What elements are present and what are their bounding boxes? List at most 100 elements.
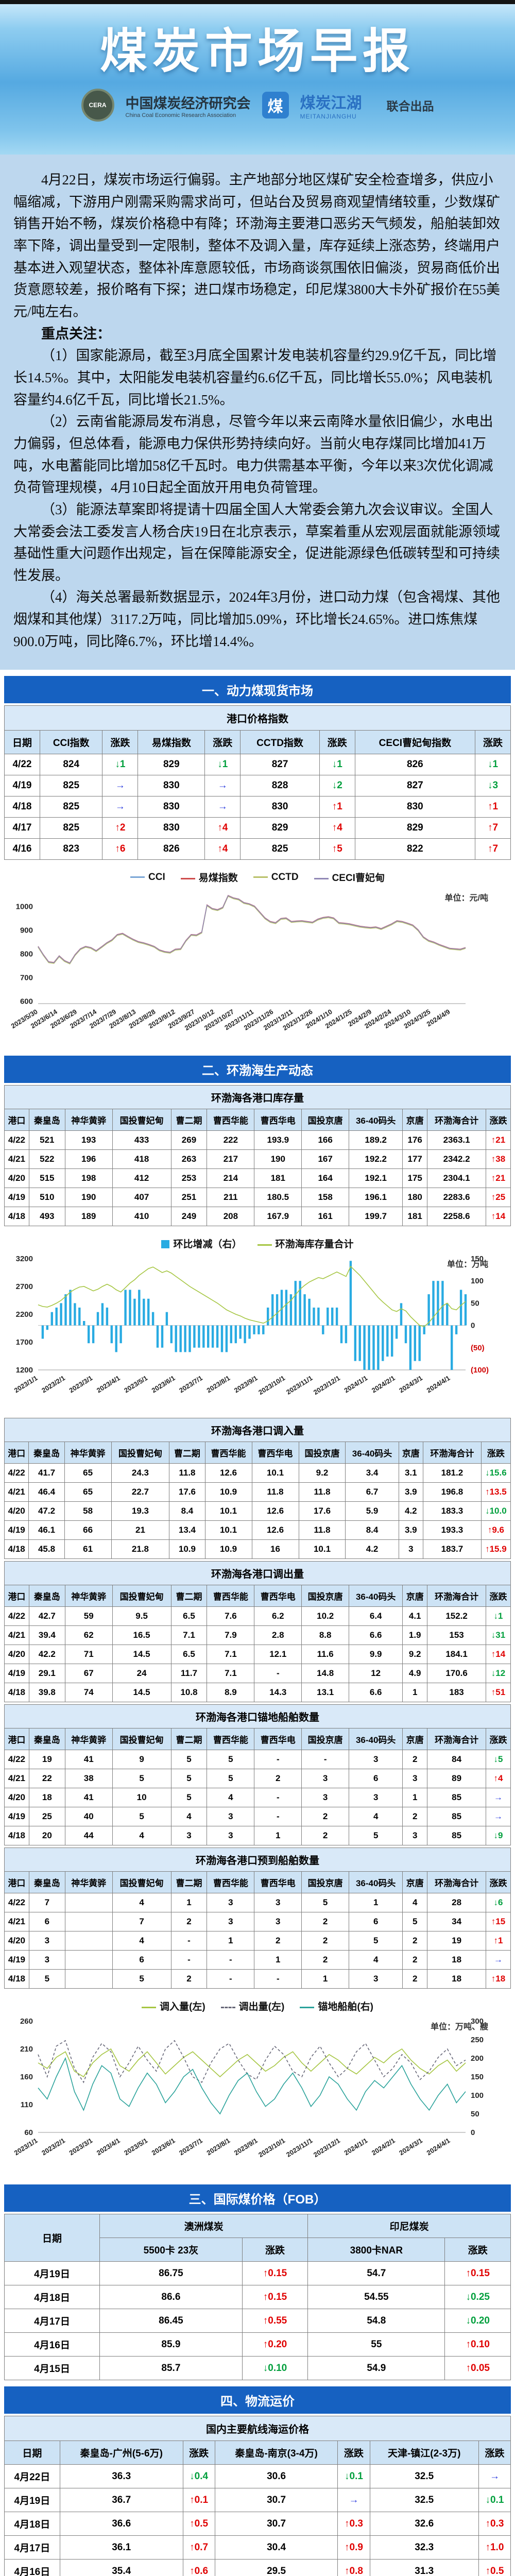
table-cell: ↑1 bbox=[486, 1931, 511, 1951]
table-cell: 9 bbox=[112, 1750, 171, 1770]
table-cell: 10.9 bbox=[204, 1482, 252, 1502]
table-cell: 1 bbox=[170, 1893, 208, 1913]
svg-text:2023/6/1: 2023/6/1 bbox=[150, 2137, 177, 2157]
table-cell: 74 bbox=[64, 1683, 113, 1703]
column-header: 国投曹妃甸 bbox=[112, 1728, 171, 1751]
column-header: 曹西华能 bbox=[204, 1442, 252, 1464]
port-price-index-chart: CCI 易煤指数 CCTD CECI曹妃甸 单位：元/吨 600 700 800 900 1000… bbox=[4, 864, 511, 1050]
table-cell bbox=[64, 1912, 113, 1932]
column-header: CCTD指数 bbox=[240, 730, 320, 755]
table-band-title: 港口价格指数 bbox=[4, 705, 511, 731]
table-cell: 16 bbox=[251, 1539, 299, 1560]
column-header: 3800卡NAR bbox=[307, 2238, 445, 2262]
column-header: 曹西华能 bbox=[207, 1585, 255, 1607]
table-cell: 4月17日 bbox=[4, 2535, 60, 2560]
table-cell: 84 bbox=[427, 1750, 487, 1770]
domestic-freight-table: 国内主要航线海运价格 日期 秦皇岛-广州(5-6万) 涨跌 秦皇岛-南京(3-4万) 涨跌… bbox=[0, 2416, 515, 2576]
table-cell: - bbox=[170, 1931, 208, 1951]
table-cell: 18 bbox=[28, 1788, 65, 1808]
table-cell: 6.6 bbox=[349, 1683, 403, 1703]
svg-text:150: 150 bbox=[471, 2073, 484, 2081]
table-cell: 3.4 bbox=[345, 1463, 399, 1483]
table-cell: ↑4 bbox=[204, 817, 241, 839]
table-cell: 54.7 bbox=[307, 2261, 445, 2286]
svg-text:2024/3/1: 2024/3/1 bbox=[398, 1374, 424, 1395]
table-cell: ↑25 bbox=[486, 1188, 511, 1208]
table-cell: 407 bbox=[112, 1188, 171, 1208]
svg-text:2023/4/1: 2023/4/1 bbox=[95, 1374, 122, 1395]
table-cell: 493 bbox=[28, 1207, 65, 1227]
table-cell: ↑0.05 bbox=[444, 2356, 511, 2381]
table-cell: 4/20 bbox=[4, 1788, 29, 1808]
data-table: 环渤海各港口库存量 港口 秦皇岛 神华黄骅 国投曹妃甸 曹二期 曹西华能 曹西华电 国投京唐 36… bbox=[4, 1085, 511, 1227]
table-cell: 9.9 bbox=[349, 1645, 403, 1665]
table-cell: 4 bbox=[349, 1950, 403, 1970]
svg-text:2023/12/1: 2023/12/1 bbox=[312, 2137, 341, 2159]
table-cell: 4/17 bbox=[4, 817, 40, 839]
column-header: 曹西华能 bbox=[207, 1728, 255, 1751]
table-cell: ↑9.6 bbox=[480, 1520, 511, 1540]
column-header: 港口 bbox=[4, 1871, 29, 1894]
table-cell: 4 bbox=[112, 1826, 171, 1846]
table-cell: 46.4 bbox=[28, 1482, 65, 1502]
table-cell: 41 bbox=[64, 1750, 113, 1770]
table-cell: ↑0.5 bbox=[478, 2559, 511, 2576]
table-cell: 11.8 bbox=[251, 1482, 299, 1502]
table-cell: 18 bbox=[427, 1969, 487, 1989]
table-cell: 29.5 bbox=[214, 2559, 338, 2576]
table-cell: 3 bbox=[254, 1893, 302, 1913]
table-cell: → bbox=[102, 796, 139, 818]
table-row: 4月17日 86.45 ↑0.55 54.8 ↓0.20 bbox=[4, 2309, 511, 2333]
table-cell: 30.6 bbox=[214, 2464, 338, 2489]
table-cell: 9.2 bbox=[402, 1645, 428, 1665]
table-cell: 30.4 bbox=[214, 2535, 338, 2560]
table-cell: 86.45 bbox=[99, 2309, 243, 2333]
table-cell: 1 bbox=[301, 1969, 350, 1989]
table-cell: 14.3 bbox=[254, 1683, 302, 1703]
table-row: 4/20 18 41 10 5 4-3 3 1 85 → bbox=[4, 1788, 511, 1808]
table-cell: 4/22 bbox=[4, 1606, 29, 1626]
table-row: 4月18日 86.6 ↑0.15 54.55 ↓0.25 bbox=[4, 2285, 511, 2310]
table-cell: ↓1 bbox=[319, 754, 355, 776]
table-cell: 4/19 bbox=[4, 1188, 29, 1208]
table-cell: ↓0.25 bbox=[444, 2285, 511, 2310]
table-cell: 1.9 bbox=[402, 1625, 428, 1646]
table-cell: ↓15.6 bbox=[480, 1463, 511, 1483]
table-cell: 4/19 bbox=[4, 1520, 29, 1540]
svg-text:160: 160 bbox=[20, 2073, 33, 2081]
table-cell: ↑4 bbox=[486, 1769, 511, 1789]
table-cell: 2363.1 bbox=[427, 1130, 487, 1150]
table-cell: 5 bbox=[170, 1769, 208, 1789]
table-cell: → bbox=[486, 1788, 511, 1808]
table-cell: 827 bbox=[354, 775, 475, 797]
table-cell: 196 bbox=[64, 1149, 113, 1170]
table-cell: 8.9 bbox=[207, 1683, 255, 1703]
data-table: 环渤海各港口调入量 港口 秦皇岛 神华黄骅 国投曹妃甸 曹二期 曹西华能 曹西华电 国投京唐 36… bbox=[4, 1418, 511, 1560]
table-row: 4月15日 85.7 ↓0.10 54.9 ↑0.05 bbox=[4, 2356, 511, 2381]
table-cell: ↓12 bbox=[486, 1664, 511, 1684]
table-cell: 4 bbox=[402, 1893, 428, 1913]
table-row: 4月16日 85.9 ↑0.20 55 ↑0.10 bbox=[4, 2332, 511, 2357]
svg-text:2023/11/1: 2023/11/1 bbox=[285, 1374, 314, 1396]
column-header: 曹二期 bbox=[169, 1442, 205, 1464]
table-cell: 180.5 bbox=[254, 1188, 302, 1208]
column-header: 涨跌 bbox=[478, 2441, 511, 2465]
table-cell: - bbox=[207, 1950, 255, 1970]
table-row: 4/18 825 → 830 → 830 ↑1 830 ↑1 bbox=[4, 796, 511, 818]
table-cell: 825 bbox=[39, 796, 103, 818]
column-header: 曹二期 bbox=[170, 1109, 208, 1131]
svg-text:2023/8/1: 2023/8/1 bbox=[205, 1374, 231, 1395]
table-cell: 12.6 bbox=[251, 1501, 299, 1521]
table-cell: ↓10.0 bbox=[480, 1501, 511, 1521]
table-cell: ↑0.1 bbox=[182, 2488, 215, 2513]
table-cell: 4/21 bbox=[4, 1912, 29, 1932]
svg-text:2023/10/1: 2023/10/1 bbox=[257, 1374, 286, 1396]
table-row: 4/19 510 190 407 251 211 180.5 158 196.1 180 2283.… bbox=[4, 1188, 511, 1208]
table-cell: 3 bbox=[402, 1769, 428, 1789]
table-cell: 18 bbox=[427, 1950, 487, 1970]
banner: 煤炭市场早报 CERA 中国煤炭经济研究会 China Coal Economi… bbox=[0, 4, 515, 155]
svg-text:2023/4/1: 2023/4/1 bbox=[95, 2137, 122, 2157]
page-title: 煤炭市场早报 bbox=[99, 25, 415, 78]
table-cell: 158 bbox=[301, 1188, 350, 1208]
table-cell: 199.7 bbox=[349, 1207, 403, 1227]
